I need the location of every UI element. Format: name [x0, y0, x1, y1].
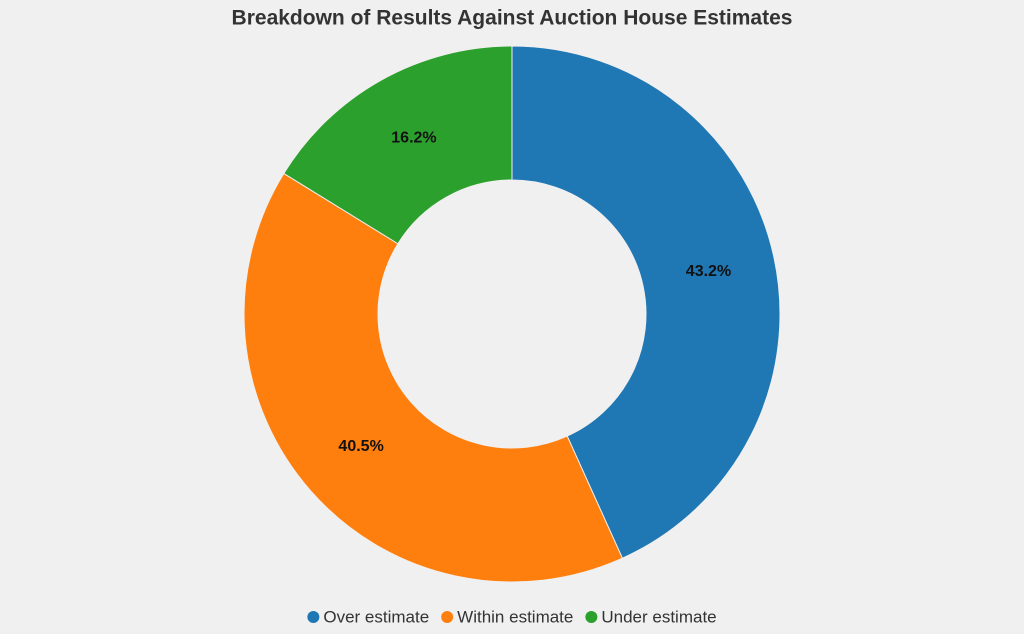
data-label: 40.5%: [338, 438, 383, 455]
donut-slice: [243, 172, 624, 583]
data-label: 43.2%: [686, 263, 731, 280]
legend-label: Within estimate: [457, 607, 573, 626]
donut-slice: [511, 45, 781, 559]
data-label: 16.2%: [391, 130, 436, 147]
legend-marker: [441, 611, 454, 623]
donut-slice: [283, 45, 513, 245]
legend-label: Over estimate: [323, 607, 429, 626]
legend-marker: [307, 611, 320, 623]
legend-marker: [585, 611, 598, 623]
chart-title: Breakdown of Results Against Auction Hou…: [232, 7, 793, 30]
legend-label: Under estimate: [601, 607, 716, 626]
